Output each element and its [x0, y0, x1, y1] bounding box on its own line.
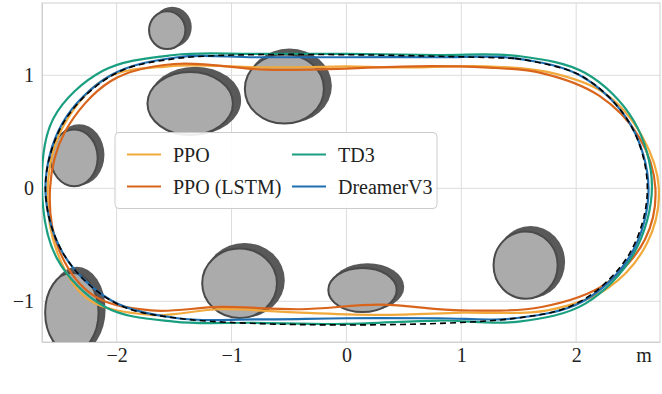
tick: 2: [572, 342, 582, 366]
tick: 1: [457, 342, 467, 366]
legend-item: TD3: [292, 144, 375, 166]
tick: −1: [221, 342, 242, 366]
tick-label: −2: [107, 344, 128, 366]
obstacle: [245, 54, 324, 123]
plot-frame: [42, 3, 660, 342]
legend-label: PPO (LSTM): [173, 176, 281, 199]
grid-line: [42, 75, 660, 76]
legend-swatch: [127, 153, 161, 155]
obstacle: [494, 232, 558, 299]
tick: −1: [13, 290, 42, 312]
trajectory-line: [42, 53, 652, 324]
trajectory-line: [45, 56, 648, 320]
tick-label: −1: [221, 344, 242, 366]
legend-swatch: [292, 153, 326, 155]
tick-label: −1: [13, 290, 34, 312]
tick: 0: [24, 177, 42, 199]
legend: PPO PPO (LSTM) TD3 DreamerV3: [115, 133, 437, 209]
legend-label: TD3: [338, 144, 375, 166]
trajectory-line: [48, 65, 659, 315]
trajectories: [42, 53, 659, 325]
tick: 0: [342, 342, 352, 366]
plot-area: [42, 7, 659, 342]
obstacle: [149, 11, 185, 49]
x-axis-label: m: [636, 344, 652, 366]
legend-item: DreamerV3: [292, 176, 432, 198]
y-axis: −1 0 1: [13, 4, 43, 343]
x-axis: −2 −1 0 1 2: [43, 342, 661, 366]
tick-label: 0: [24, 177, 34, 199]
legend-label: PPO: [173, 144, 210, 166]
legend-item: PPO: [127, 144, 210, 166]
tick-label: 1: [457, 344, 467, 366]
legend-box: [115, 133, 437, 209]
legend-label: DreamerV3: [338, 176, 432, 198]
chart: −2 −1 0 1 2 −1 0 1 m PPO PPO (LSTM) TD3 DreamerV3: [0, 0, 662, 394]
axis-line: [43, 342, 661, 343]
tick: −2: [107, 342, 128, 366]
grid: [42, 3, 660, 342]
legend-swatch: [292, 185, 326, 187]
trajectory-line: [50, 63, 656, 310]
tick-label: 0: [342, 344, 352, 366]
obstacle: [147, 72, 232, 135]
tick-label: 1: [24, 64, 34, 86]
tick: 1: [24, 64, 42, 86]
legend-item: PPO (LSTM): [127, 176, 281, 199]
tick-label: 2: [572, 344, 582, 366]
grid-line: [576, 3, 577, 342]
reference-track: [45, 54, 647, 325]
legend-swatch: [127, 185, 161, 187]
